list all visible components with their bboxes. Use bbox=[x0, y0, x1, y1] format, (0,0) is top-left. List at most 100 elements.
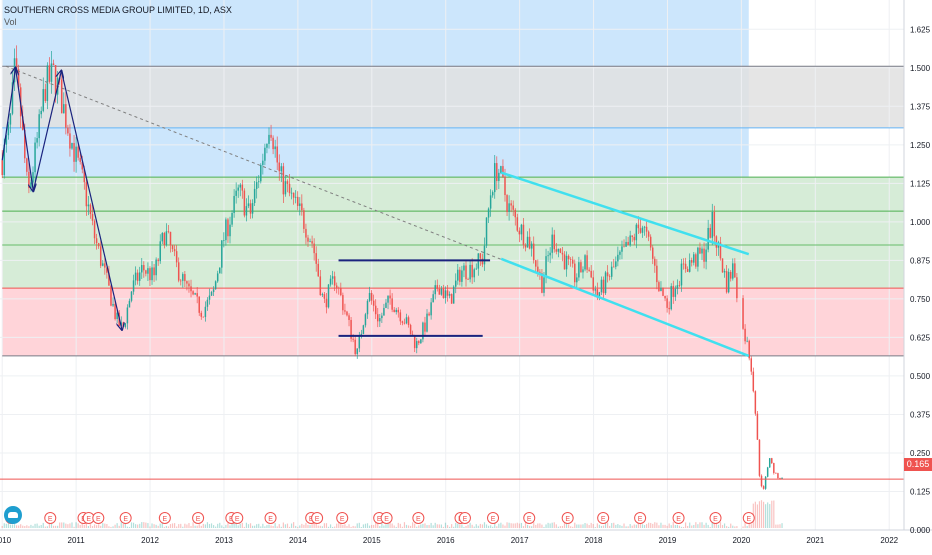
candle-body bbox=[299, 203, 301, 206]
candle-body bbox=[28, 171, 30, 188]
candle-body bbox=[768, 458, 771, 468]
volume-bar bbox=[57, 525, 59, 528]
volume-bar bbox=[108, 526, 110, 528]
candle-body bbox=[50, 63, 53, 82]
candle-body bbox=[623, 246, 625, 248]
candle-body bbox=[173, 249, 176, 252]
volume-bar bbox=[329, 524, 332, 528]
candle-body bbox=[463, 265, 465, 271]
candle-body bbox=[641, 227, 644, 233]
volume-bar bbox=[311, 524, 313, 528]
volume-bar bbox=[732, 525, 734, 528]
volume-bar bbox=[469, 522, 471, 528]
earnings-marker-icon bbox=[458, 512, 471, 524]
earnings-marker-icon bbox=[119, 512, 132, 524]
volume-bar bbox=[46, 526, 48, 528]
candle-body bbox=[278, 162, 281, 172]
price-tick-label: 0.500 bbox=[910, 372, 931, 381]
candle-body bbox=[67, 127, 69, 134]
candle-body bbox=[752, 371, 755, 392]
volume-bar bbox=[20, 524, 22, 528]
candle-body bbox=[294, 196, 297, 198]
candle-body bbox=[442, 288, 445, 298]
candle-body bbox=[200, 312, 203, 317]
candle-body bbox=[167, 231, 170, 233]
volume-bar bbox=[777, 524, 779, 528]
candle-body bbox=[286, 181, 289, 184]
candle-body bbox=[383, 307, 385, 316]
candle-body bbox=[370, 292, 373, 301]
earnings-marker-label: E bbox=[48, 516, 53, 523]
price-tick-label: 1.375 bbox=[910, 102, 931, 111]
volume-bar bbox=[309, 525, 311, 528]
candle-body bbox=[508, 203, 510, 212]
volume-bar bbox=[633, 524, 635, 528]
candle-body bbox=[627, 241, 629, 246]
volume-bar bbox=[360, 526, 362, 528]
candle-body bbox=[401, 321, 404, 323]
candle-body bbox=[272, 137, 274, 150]
candle-body bbox=[288, 183, 291, 194]
candle-body bbox=[114, 303, 116, 319]
earnings-marker-icon bbox=[231, 512, 244, 524]
volume-bar bbox=[588, 524, 590, 528]
candle-body bbox=[198, 296, 200, 313]
candle-body bbox=[264, 147, 266, 161]
volume-bar bbox=[210, 523, 213, 528]
tradingview-logo-icon[interactable] bbox=[4, 506, 22, 524]
candle-body bbox=[171, 245, 174, 250]
candle-body bbox=[26, 158, 28, 172]
volume-bar bbox=[26, 525, 28, 528]
candle-body bbox=[547, 255, 549, 257]
candle-body bbox=[705, 249, 707, 262]
volume-bar bbox=[381, 523, 383, 528]
candle-body bbox=[649, 236, 652, 248]
candle-body bbox=[617, 254, 619, 262]
volume-bar bbox=[278, 524, 280, 528]
candle-body bbox=[594, 289, 597, 291]
candle-body bbox=[701, 248, 703, 254]
candle-body bbox=[592, 277, 594, 291]
volume-bar bbox=[717, 524, 720, 528]
volume-bar bbox=[155, 524, 157, 528]
volume-bar bbox=[237, 525, 239, 528]
candle-body bbox=[695, 254, 697, 267]
candle-body bbox=[471, 264, 473, 278]
volume-bar bbox=[418, 525, 420, 528]
volume-bar bbox=[465, 525, 467, 528]
candle-body bbox=[177, 262, 180, 281]
volume-bar bbox=[13, 524, 16, 528]
volume-bar bbox=[549, 523, 551, 528]
candle-body bbox=[186, 281, 188, 284]
candle-body bbox=[493, 163, 496, 193]
candle-body bbox=[221, 240, 223, 268]
candle-body bbox=[243, 190, 246, 216]
volume-bar bbox=[114, 524, 116, 528]
candle-body bbox=[7, 124, 10, 136]
candle-body bbox=[356, 348, 358, 355]
volume-bar bbox=[274, 523, 276, 528]
time-axis-panel bbox=[0, 530, 932, 550]
candles bbox=[1, 45, 783, 490]
volume-bar bbox=[613, 522, 615, 528]
time-tick-label: 2022 bbox=[880, 536, 898, 545]
volume-bar bbox=[518, 523, 520, 528]
volume-bar bbox=[711, 522, 713, 528]
price-tick-label: 0.125 bbox=[910, 487, 931, 496]
volume-bar bbox=[89, 524, 92, 528]
candle-body bbox=[307, 237, 309, 242]
candle-body bbox=[112, 303, 114, 306]
candle-body bbox=[342, 295, 344, 311]
volume-bar bbox=[769, 504, 771, 528]
volume-bar bbox=[440, 524, 442, 528]
earnings-marker-icon bbox=[264, 512, 277, 524]
volume-bar bbox=[44, 526, 46, 528]
volume-bar bbox=[217, 523, 219, 528]
candle-body bbox=[364, 314, 367, 326]
volume-bar bbox=[516, 522, 518, 528]
volume-bar bbox=[754, 501, 756, 528]
volume-bar bbox=[38, 525, 40, 528]
volume-bar bbox=[208, 523, 211, 528]
